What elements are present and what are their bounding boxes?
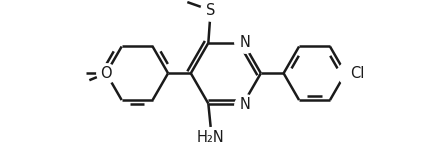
Text: H₂N: H₂N bbox=[197, 131, 225, 146]
Text: S: S bbox=[206, 3, 215, 18]
Text: N: N bbox=[239, 34, 250, 49]
Text: Cl: Cl bbox=[350, 66, 365, 81]
Text: O: O bbox=[100, 66, 112, 81]
Text: N: N bbox=[239, 97, 250, 112]
